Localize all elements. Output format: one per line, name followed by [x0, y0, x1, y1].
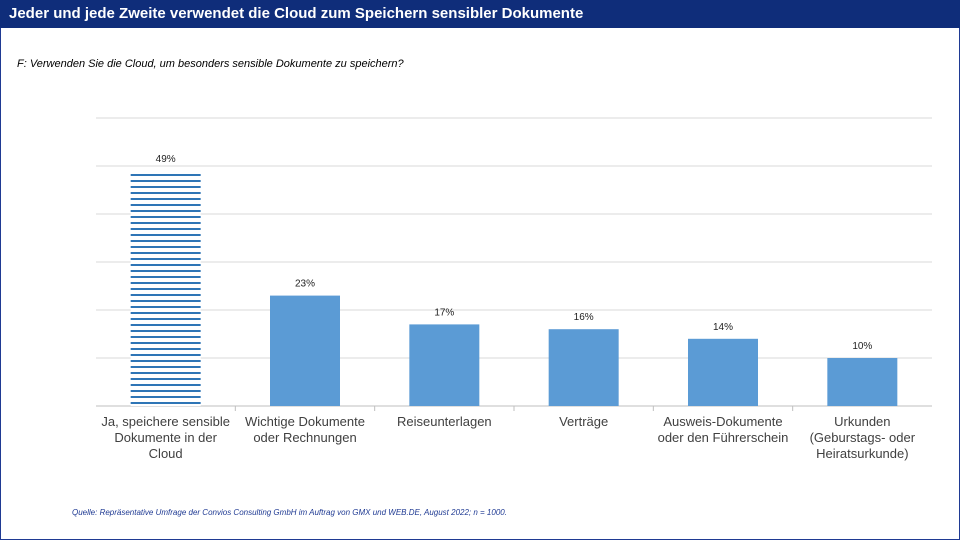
value-label-3: 17%	[434, 307, 454, 318]
category-label-5: Ausweis-Dokumente oder den Führerschein	[658, 414, 789, 445]
value-label-1: 49%	[156, 154, 176, 165]
slide-title: Jeder und jede Zweite verwendet die Clou…	[0, 0, 960, 28]
bar-4	[548, 329, 619, 406]
bar-3	[409, 324, 480, 406]
bar-1	[130, 170, 201, 406]
survey-question: F: Verwenden Sie die Cloud, um besonders…	[17, 58, 404, 70]
value-label-4: 16%	[574, 312, 594, 323]
value-label-2: 23%	[295, 279, 315, 290]
category-label-6: Urkunden (Geburstags- oder Heiratsurkunde)	[810, 414, 916, 461]
bar-2	[270, 295, 340, 406]
category-label-4: Verträge	[559, 414, 608, 429]
category-label-1: Ja, speichere sensible Dokumente in der Cl…	[101, 414, 230, 461]
value-label-5: 14%	[713, 322, 733, 333]
category-label-3: Reiseunterlagen	[397, 414, 492, 429]
value-label-6: 10%	[852, 341, 872, 352]
category-label-2: Wichtige Dokumente oder Rechnungen	[245, 414, 365, 445]
bar-5	[688, 338, 758, 406]
source-note: Quelle: Repräsentative Umfrage der Convi…	[72, 508, 507, 517]
bar-6	[827, 358, 898, 406]
